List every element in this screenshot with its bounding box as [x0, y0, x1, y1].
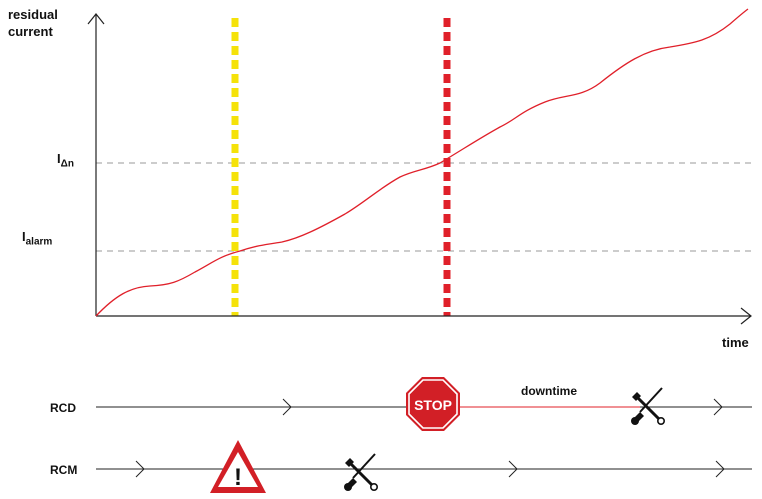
trip-threshold-label: IΔn	[57, 150, 74, 173]
alarm-threshold-label: Ialarm	[22, 228, 52, 251]
alarm-threshold-subscript: alarm	[25, 236, 53, 248]
rcm-label: RCM	[50, 463, 78, 477]
y-axis-label: residual current	[8, 6, 58, 40]
y-axis-arrow	[87, 13, 105, 25]
x-axis-arrow	[740, 307, 752, 325]
rcm-chevron-2	[508, 460, 518, 478]
trip-threshold-symbol: I	[57, 151, 61, 166]
warning-symbol: !	[234, 464, 242, 491]
rcd-chevron-1	[282, 398, 292, 416]
rcm-chevron-3	[715, 460, 725, 478]
rcd-label: RCD	[50, 401, 76, 415]
wrench-screwdriver-icon	[631, 387, 666, 426]
trip-threshold-subscript: Δn	[60, 158, 74, 170]
alarm-threshold-symbol: I	[22, 229, 26, 244]
wrench-screwdriver-icon	[344, 453, 379, 492]
rcd-chevron-2	[713, 398, 723, 416]
stop-sign-icon: STOP	[406, 377, 460, 431]
y-axis-label-line1: residual	[8, 7, 58, 22]
stop-sign-text: STOP	[414, 397, 452, 413]
downtime-label: downtime	[521, 384, 577, 398]
rcm-chevron-1	[135, 460, 145, 478]
warning-triangle-icon: !	[210, 440, 266, 493]
x-axis-label: time	[722, 335, 749, 350]
y-axis-label-line2: current	[8, 24, 53, 39]
residual-current-curve	[95, 8, 749, 317]
